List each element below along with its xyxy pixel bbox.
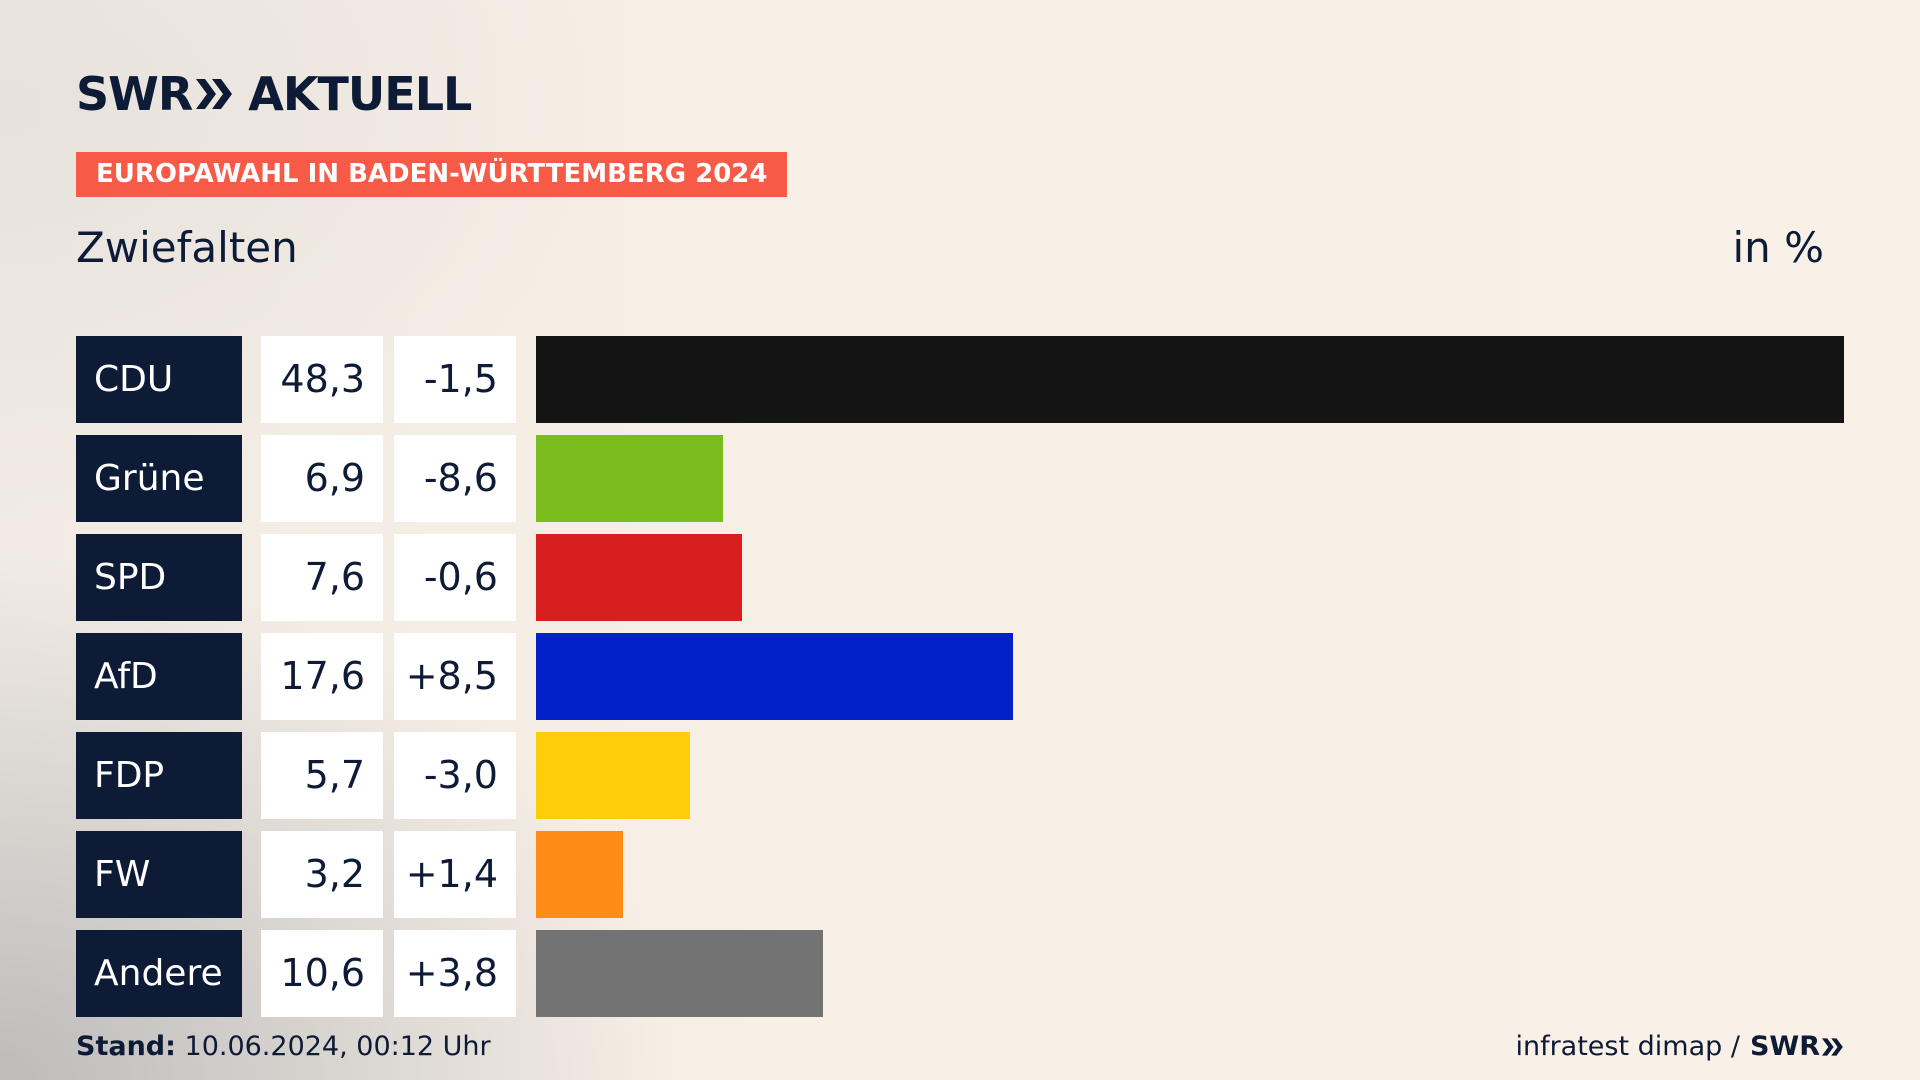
bar-fdp: [536, 732, 690, 819]
source-credit: infratest dimap / SWR: [1515, 1030, 1844, 1064]
chart-title: Zwiefalten: [76, 223, 298, 272]
party-label: FDP: [76, 732, 242, 819]
topic-badge: EUROPAWAHL IN BADEN-WÜRTTEMBERG 2024: [76, 152, 788, 197]
party-label: AfD: [76, 633, 242, 720]
stand-label: Stand:: [76, 1031, 176, 1062]
vote-share-label: 48,3: [261, 336, 383, 423]
vote-share-label: 5,7: [261, 732, 383, 819]
source-text: infratest dimap /: [1515, 1031, 1740, 1062]
vote-share-label: 10,6: [261, 930, 383, 1017]
vote-share-label: 7,6: [261, 534, 383, 621]
change-label: +8,5: [394, 633, 516, 720]
vote-share-label: 6,9: [261, 435, 383, 522]
bar-grüne: [536, 435, 723, 522]
double-chevron-small-icon: [1822, 1038, 1843, 1056]
source-brand-text: SWR: [1749, 1031, 1820, 1062]
change-label: -3,0: [394, 732, 516, 819]
party-label: FW: [76, 831, 242, 918]
unit-label: in %: [1732, 223, 1824, 272]
stand-value: 10.06.2024, 00:12 Uhr: [184, 1031, 491, 1062]
logo-swr-text: SWR: [76, 67, 193, 121]
change-label: -0,6: [394, 534, 516, 621]
timestamp: Stand: 10.06.2024, 00:12 Uhr: [76, 1030, 491, 1064]
swr-aktuell-logo: SWR AKTUELL: [76, 67, 472, 121]
double-chevron-icon: [196, 79, 233, 109]
bar-afd: [536, 633, 1013, 720]
vote-share-label: 3,2: [261, 831, 383, 918]
bar-fw: [536, 831, 623, 918]
source-brand: SWR: [1750, 1030, 1844, 1064]
change-label: +3,8: [394, 930, 516, 1017]
logo-aktuell-text: AKTUELL: [248, 67, 472, 121]
party-label: SPD: [76, 534, 242, 621]
change-label: +1,4: [394, 831, 516, 918]
change-label: -1,5: [394, 336, 516, 423]
party-label: Andere: [76, 930, 242, 1017]
bar-cdu: [536, 336, 1844, 423]
vote-share-label: 17,6: [261, 633, 383, 720]
bar-andere: [536, 930, 823, 1017]
party-label: CDU: [76, 336, 242, 423]
party-label: Grüne: [76, 435, 242, 522]
change-label: -8,6: [394, 435, 516, 522]
bar-spd: [536, 534, 742, 621]
